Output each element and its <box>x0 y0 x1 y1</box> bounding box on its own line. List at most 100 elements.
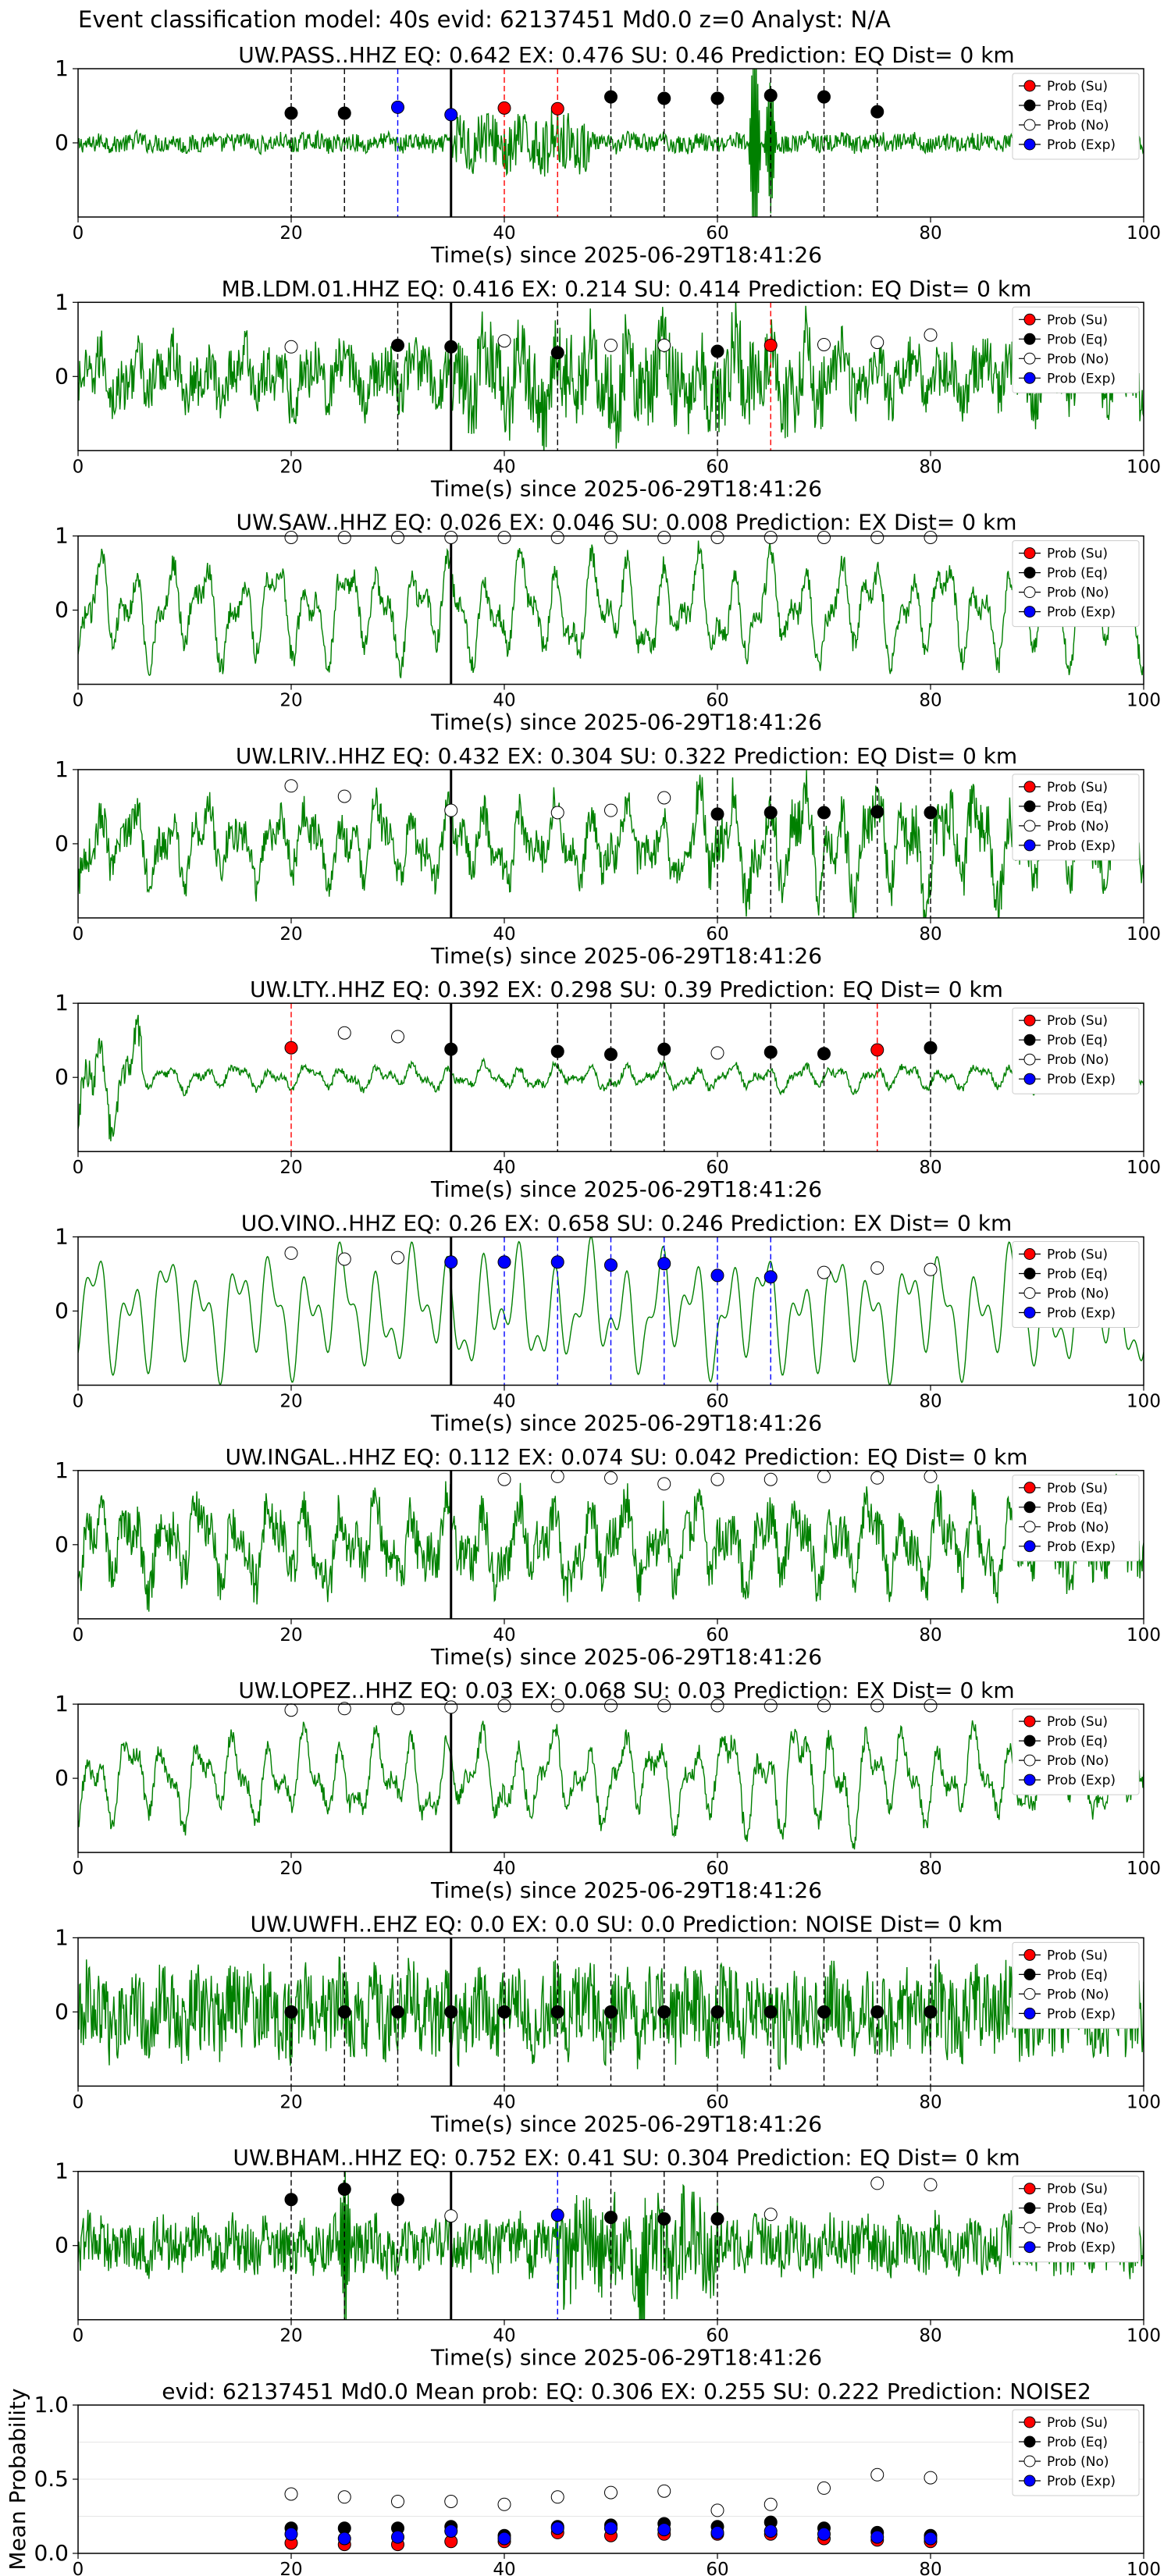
waveform-trace <box>78 1720 1144 1850</box>
probability-marker <box>497 334 511 348</box>
legend-label: Prob (Exp) <box>1047 2006 1116 2022</box>
x-tick-label: 60 <box>706 924 728 945</box>
legend-label: Prob (Exp) <box>1047 2474 1116 2489</box>
probability-marker <box>657 91 671 105</box>
legend-label: Prob (Exp) <box>1047 838 1116 854</box>
probability-marker <box>444 340 458 354</box>
probability-marker <box>604 2211 618 2225</box>
x-tick-label: 0 <box>73 1392 84 1412</box>
legend-box <box>1012 1241 1140 1328</box>
probability-marker <box>924 1699 938 1713</box>
x-tick-label: 0 <box>73 691 84 711</box>
legend-marker <box>1023 138 1036 151</box>
mean-probability-point <box>337 2490 351 2504</box>
mean-probability-point <box>337 2532 351 2546</box>
probability-marker <box>284 2005 298 2019</box>
x-tick-label: 80 <box>919 223 941 244</box>
station-panel: UW.UWFH..EHZ EQ: 0.0 EX: 0.0 SU: 0.0 Pre… <box>55 1911 1161 2137</box>
station-panel: UW.LOPEZ..HHZ EQ: 0.03 EX: 0.068 SU: 0.0… <box>55 1678 1161 1903</box>
probability-marker <box>444 803 458 817</box>
x-tick-label: 80 <box>919 2560 941 2576</box>
legend-label: Prob (Exp) <box>1047 137 1116 153</box>
legend-box <box>1012 1007 1140 1094</box>
legend-marker <box>1023 80 1036 92</box>
y-tick-label: 1 <box>55 289 69 315</box>
probability-marker <box>817 1699 831 1713</box>
legend-marker <box>1023 1034 1036 1046</box>
x-tick-label: 100 <box>1127 2560 1161 2576</box>
probability-marker <box>870 1043 884 1057</box>
probability-marker <box>284 531 298 544</box>
x-tick-label: 20 <box>279 691 302 711</box>
x-tick-label: 100 <box>1127 457 1161 477</box>
y-tick-label: 0 <box>55 1765 69 1791</box>
probability-marker <box>550 1699 564 1713</box>
mean-probability-point <box>817 2481 831 2495</box>
probability-marker <box>391 338 404 352</box>
x-tick-label: 80 <box>919 924 941 945</box>
probability-marker <box>391 100 404 114</box>
probability-marker <box>337 789 351 803</box>
probability-marker <box>550 346 564 360</box>
x-tick-label: 80 <box>919 457 941 477</box>
legend-label: Prob (No) <box>1047 1987 1109 2002</box>
legend-marker <box>1023 372 1036 384</box>
probability-marker <box>817 2005 831 2019</box>
x-tick-label: 40 <box>493 924 515 945</box>
legend-marker <box>1023 1948 1036 1961</box>
legend-label: Prob (Su) <box>1047 312 1108 328</box>
x-tick-label: 20 <box>279 1625 302 1646</box>
y-tick-label: 0.0 <box>34 2540 69 2566</box>
legend-marker <box>1023 1268 1036 1279</box>
x-tick-label: 100 <box>1127 1625 1161 1646</box>
x-tick-label: 100 <box>1127 1158 1161 1178</box>
legend-marker <box>1023 1968 1036 1980</box>
x-tick-label: 40 <box>493 2326 515 2347</box>
legend-marker <box>1023 333 1036 345</box>
probability-marker <box>763 806 778 820</box>
mean-probability-point <box>870 2467 884 2482</box>
y-tick-label: 1 <box>55 1691 69 1717</box>
probability-marker <box>497 101 511 115</box>
probability-marker <box>657 2005 671 2019</box>
x-tick-label: 0 <box>73 1859 84 1879</box>
legend-label: Prob (Eq) <box>1047 1033 1108 1048</box>
probability-marker <box>870 531 884 544</box>
mean-probability-point <box>444 2495 458 2508</box>
legend-box <box>1012 2409 1140 2496</box>
probability-marker <box>870 1699 884 1713</box>
x-tick-label: 40 <box>493 691 515 711</box>
station-panel: UW.SAW..HHZ EQ: 0.026 EX: 0.046 SU: 0.00… <box>55 510 1161 735</box>
probability-marker <box>337 531 351 544</box>
probability-marker <box>763 1472 778 1486</box>
station-panel: MB.LDM.01.HHZ EQ: 0.416 EX: 0.214 SU: 0.… <box>55 276 1161 501</box>
probability-marker <box>391 1251 404 1265</box>
x-tick-label: 20 <box>279 2092 302 2112</box>
x-tick-label: 40 <box>493 1158 515 1178</box>
legend-box <box>1012 1708 1140 1795</box>
legend-box <box>1012 2176 1140 2263</box>
legend-box <box>1012 73 1140 160</box>
x-tick-label: 0 <box>73 2092 84 2112</box>
mean-probability-chart: evid: 62137451 Md0.0 Mean prob: EQ: 0.30… <box>5 2379 1161 2576</box>
legend-label: Prob (Exp) <box>1047 1773 1116 1788</box>
probability-marker <box>391 2005 404 2019</box>
y-tick-label: 0 <box>55 831 69 856</box>
x-tick-label: 40 <box>493 457 515 477</box>
y-tick-label: 0 <box>55 1998 69 2024</box>
legend-marker <box>1023 1073 1036 1085</box>
x-tick-label: 60 <box>706 2560 728 2576</box>
mean-probability-point <box>924 2471 938 2485</box>
probability-marker <box>657 531 671 544</box>
probability-marker <box>337 106 351 120</box>
y-axis-label: Mean Probability <box>5 2388 30 2570</box>
x-tick-label: 80 <box>919 1158 941 1178</box>
probability-marker <box>924 1469 938 1483</box>
probability-marker <box>444 1255 458 1269</box>
y-tick-label: 0 <box>55 597 69 623</box>
probability-marker <box>550 1044 564 1059</box>
probability-marker <box>924 2178 938 2192</box>
x-tick-label: 60 <box>706 2326 728 2347</box>
legend-marker <box>1023 606 1036 618</box>
